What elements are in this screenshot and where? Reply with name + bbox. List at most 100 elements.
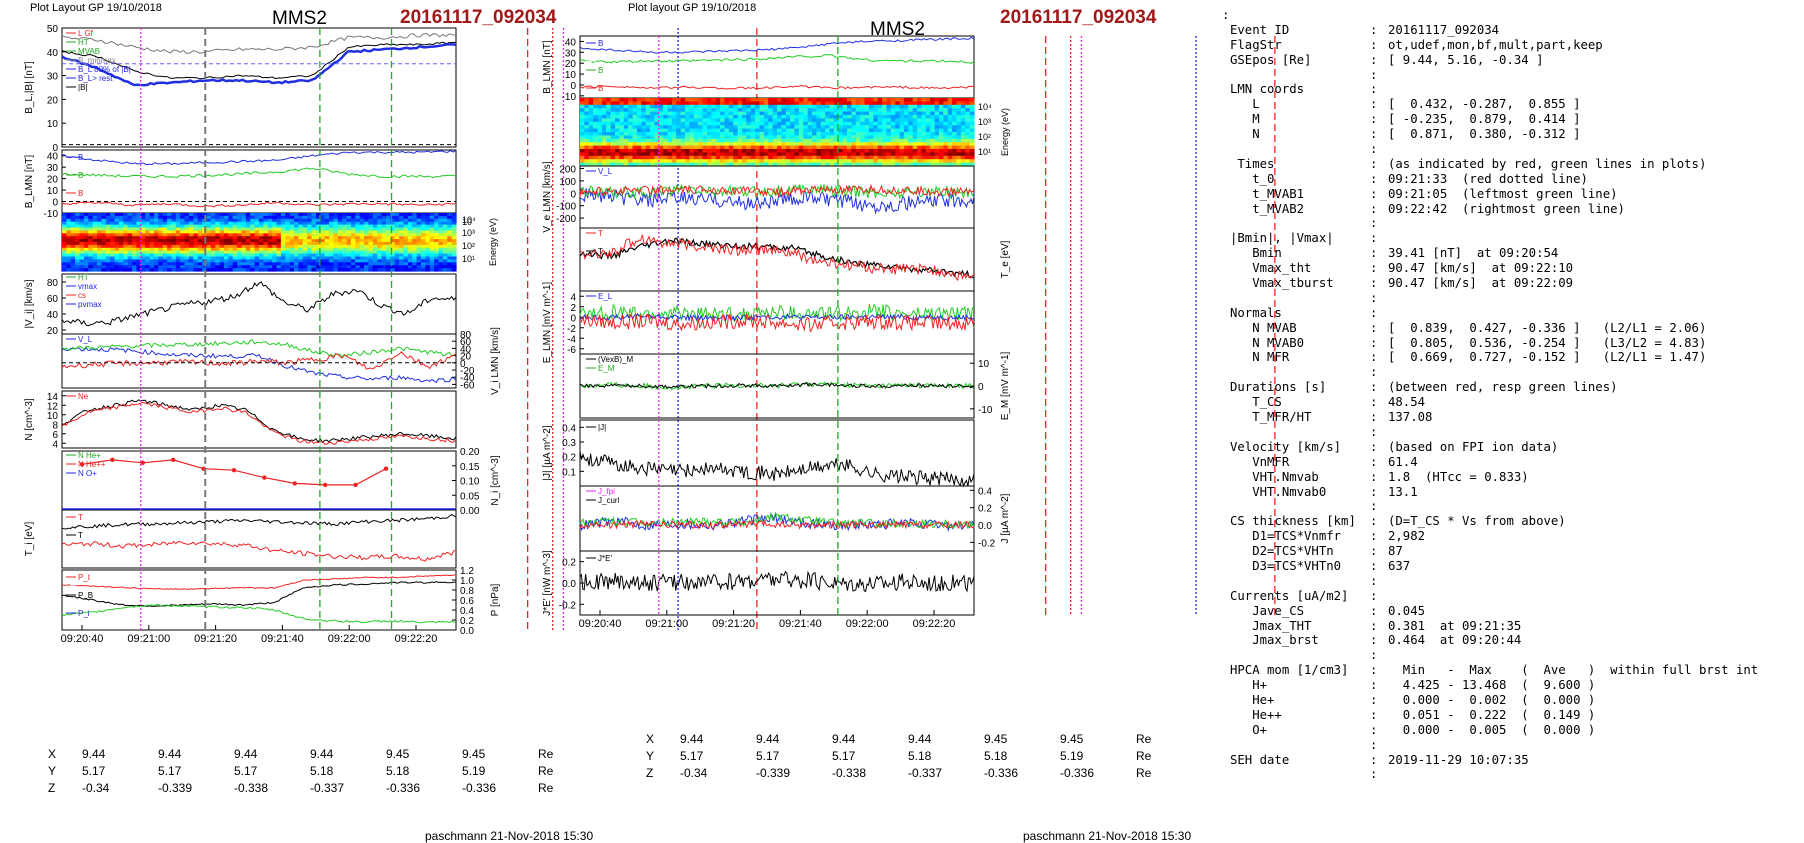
spectrogram-cell (197, 230, 203, 234)
spectrogram-cell (671, 159, 677, 164)
left-panel-2-tick-label: 0 (52, 198, 58, 209)
spectrogram-cell (654, 152, 660, 157)
spectrogram-cell (412, 213, 418, 217)
spectrogram-cell (921, 155, 927, 160)
spectrogram-cell (438, 259, 444, 263)
spectrogram-cell (921, 104, 927, 109)
spectrogram-cell (956, 101, 962, 106)
mid-te-par (579, 237, 975, 279)
spectrogram-cell (833, 128, 839, 133)
spectrogram-cell (593, 128, 599, 133)
spectrogram-cell (97, 262, 102, 266)
spectrogram-cell (210, 262, 216, 266)
spectrogram-cell (715, 101, 721, 106)
spectrogram-cell (237, 218, 243, 223)
spectrogram-cell (355, 247, 361, 252)
spectrogram-cell (921, 115, 927, 119)
spectrogram-cell (965, 98, 971, 102)
spectrogram-cell (654, 118, 660, 123)
info-key: t_MVAB1 (1230, 186, 1305, 201)
spectrogram-cell (750, 115, 756, 119)
spectrogram-cell (877, 98, 883, 102)
spectrogram-cell (215, 259, 221, 263)
spectrogram-cell (245, 236, 251, 240)
spectrogram-cell (193, 230, 199, 234)
info-key: t_0 (1230, 171, 1275, 186)
left-panel-9-tick-label: 0.6 (460, 596, 474, 607)
spectrogram-cell (663, 98, 669, 102)
spectrogram-cell (623, 115, 629, 119)
mid-je-legend-label: J*E' (598, 554, 612, 563)
spectrogram-cell (70, 227, 76, 231)
spectrogram-cell (114, 242, 120, 246)
spectrogram-cell (794, 138, 800, 143)
spectrogram-cell (864, 118, 870, 123)
spectrogram-cell (97, 224, 102, 229)
spectrogram-cell (280, 239, 286, 243)
spectrogram-cell (698, 125, 704, 130)
left-panel-1-tick-label: 10 (47, 119, 59, 130)
spectrogram-cell (925, 138, 931, 143)
spectrogram-cell (320, 227, 326, 231)
spectrogram-cell (737, 115, 743, 119)
left-panel-5-tick-label: 0 (460, 359, 466, 370)
spectrogram-cell (320, 256, 326, 260)
spectrogram-cell (597, 159, 603, 164)
spectrogram-cell (650, 98, 656, 102)
spectrogram-cell (601, 142, 607, 147)
mid-blmn-legend-label: B (598, 39, 603, 48)
spectrogram-cell (842, 149, 848, 153)
spectrogram-cell (728, 149, 734, 153)
spectrogram-cell (158, 230, 164, 234)
spectrogram-cell (368, 224, 374, 229)
spectrogram-cell (860, 108, 866, 113)
mid-jlmn-legend-label: J_fpi (598, 487, 615, 496)
spectrogram-cell (864, 149, 870, 153)
spectrogram-cell (403, 230, 409, 234)
mid-panel-6-tick-label: -10 (978, 405, 993, 416)
spectrogram-cell (584, 152, 590, 157)
spectrogram-cell (636, 121, 642, 126)
spectrogram-cell (812, 128, 817, 133)
spectrogram-cell (654, 98, 660, 102)
spectrogram-cell (663, 145, 669, 150)
spectrogram-cell (934, 108, 940, 113)
spectrogram-cell (619, 142, 625, 147)
position-row: X 9.44 9.44 9.44 9.44 9.45 9.45 Re (48, 745, 553, 762)
spectrogram-cell (912, 115, 918, 119)
spectrogram-cell (724, 135, 730, 140)
spectrogram-cell (110, 244, 116, 249)
spectrogram-cell (197, 244, 203, 249)
spectrogram-cell (606, 104, 612, 109)
spectrogram-cell (346, 221, 352, 226)
left-blmn-BL (61, 149, 457, 166)
spectrogram-cell (759, 132, 765, 136)
spectrogram-cell (663, 162, 669, 167)
spectrogram-cell (254, 244, 260, 249)
spectrogram-cell (833, 104, 839, 109)
spectrogram-cell (324, 230, 330, 234)
spectrogram-cell (171, 242, 177, 246)
spectrogram-cell (711, 98, 717, 102)
spectrogram-cell (842, 159, 848, 164)
spectrogram-cell (429, 253, 435, 258)
spectrogram-cell (259, 230, 264, 234)
spectrogram-cell (693, 145, 699, 150)
spectrogram-cell (412, 218, 418, 223)
spectrogram-cell (355, 256, 361, 260)
spectrogram-cell (619, 155, 625, 160)
spectrogram-cell (715, 118, 721, 123)
spectrogram-cell (829, 132, 835, 136)
spectrogram-cell (938, 128, 944, 133)
spectrogram-cell (315, 233, 321, 237)
spectrogram-cell (882, 118, 888, 123)
spectrogram-cell (350, 259, 356, 263)
spectrogram-cell (267, 262, 273, 266)
spectrogram-cell (798, 132, 804, 136)
spectrogram-cell (645, 159, 651, 164)
spectrogram-cell (812, 149, 817, 153)
spectrogram-cell (101, 230, 107, 234)
spectrogram-cell (184, 213, 190, 217)
spectrogram-cell (315, 236, 321, 240)
spectrogram-cell (315, 250, 321, 255)
